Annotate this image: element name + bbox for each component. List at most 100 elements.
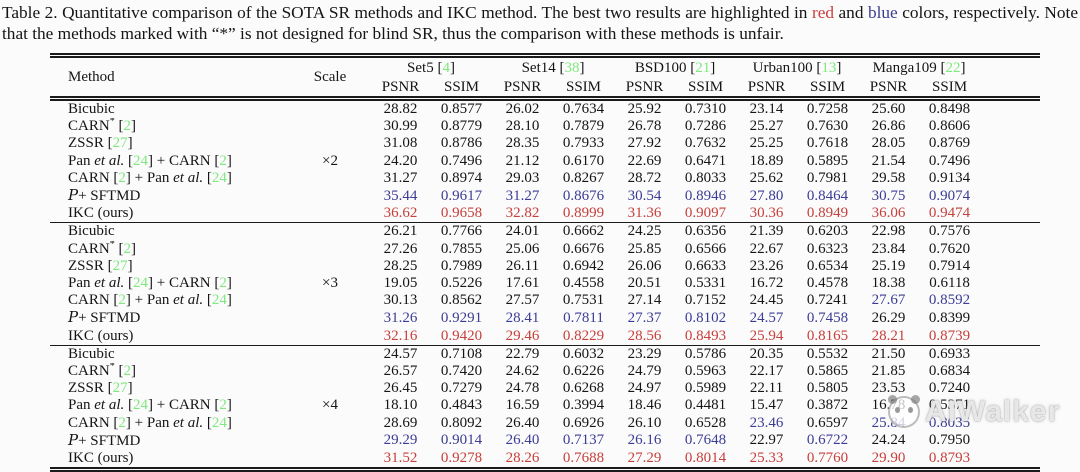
method-name-part: * [109, 363, 115, 373]
row-spacer [980, 223, 1040, 241]
table-row: CARN* [2] 27.26 0.7855 25.06 0.6676 25.85 0.65… [50, 241, 1040, 258]
method-name-part: CARN [ [68, 292, 119, 309]
metric-value: 0.3994 [562, 397, 605, 414]
method-name: CARN* [2] [50, 241, 290, 258]
table-row: P+ SFTMD 29.29 0.9014 26.40 0.7137 26.16 0.764… [50, 432, 1040, 450]
metric-value: 26.45 [383, 380, 418, 397]
method-name: Pan et al. [24] + CARN [2] [50, 275, 290, 292]
scale-label [290, 328, 370, 346]
metric-value: 0.7760 [806, 450, 849, 467]
metric-value: 0.8399 [928, 309, 971, 326]
scale-label [290, 292, 370, 309]
metric-value: 22.97 [749, 432, 784, 449]
metric-value: 0.7152 [684, 292, 727, 309]
metric-value: 0.6676 [562, 240, 605, 257]
metric-value: 18.46 [627, 397, 662, 414]
metric-value: 0.8769 [928, 135, 971, 152]
metric-value: 0.9617 [440, 187, 483, 204]
metric-value: 32.82 [505, 205, 540, 222]
metric-value: 26.10 [627, 414, 662, 431]
metric-value: 28.10 [505, 118, 540, 135]
metric-value: 0.9420 [440, 327, 483, 344]
metric-value: 28.35 [505, 135, 540, 152]
method-name-part: ] [226, 152, 232, 169]
metric-value: 18.38 [871, 275, 906, 292]
method-name-part: ] + CARN [ [148, 275, 220, 292]
scale-label [290, 223, 370, 241]
method-name-part: ZSSR [ [68, 380, 113, 397]
metric-value: 0.6323 [806, 240, 849, 257]
col-header-dataset: Urban100 [13] [752, 60, 842, 76]
method-name: ZSSR [27] [50, 258, 290, 275]
method-name-part: ] + Pan [125, 292, 174, 309]
table-row: P+ SFTMD 31.26 0.9291 28.41 0.7811 27.37 0.810… [50, 309, 1040, 327]
row-spacer [980, 153, 1040, 170]
method-name: Bicubic [50, 99, 290, 119]
col-header-psnr: PSNR [869, 79, 908, 95]
metric-value: 0.8498 [928, 101, 971, 117]
metric-value: 0.7137 [562, 432, 605, 449]
metric-value: 0.7630 [806, 118, 849, 135]
metric-value: 27.57 [505, 292, 540, 309]
col-header-dataset: Set5 [4] [407, 60, 455, 76]
method-name: CARN [2] + Pan et al. [24] [50, 415, 290, 432]
metric-value: 25.60 [871, 101, 906, 117]
table-row: IKC (ours) 36.62 0.9658 32.82 0.8999 31.36 0.9… [50, 205, 1040, 223]
metric-value: 0.4558 [562, 275, 605, 292]
metric-value: 32.16 [383, 327, 418, 344]
metric-value: 26.11 [505, 257, 540, 274]
row-spacer [980, 258, 1040, 275]
metric-value: 0.3872 [806, 397, 849, 414]
row-spacer [980, 187, 1040, 205]
method-name-part: [ [114, 363, 124, 380]
col-header-scale: Scale [313, 68, 347, 85]
method-name-part: Pan [68, 152, 95, 169]
scale-label [290, 135, 370, 152]
method-name-part: [ [114, 118, 124, 135]
table-row: Pan et al. [24] + CARN [2] ×3 19.05 0.5226 1… [50, 275, 1040, 292]
metric-value: 0.7496 [928, 152, 971, 169]
metric-value: 25.84 [871, 414, 906, 431]
metric-value: 25.92 [627, 101, 662, 117]
metric-value: 0.8562 [440, 292, 483, 309]
scale-label: ×3 [322, 275, 338, 292]
citation-number: 2 [118, 414, 126, 431]
row-spacer [980, 380, 1040, 397]
metric-value: 0.8786 [440, 135, 483, 152]
metric-value: 0.5963 [684, 363, 727, 380]
metric-value: 0.8974 [440, 169, 483, 186]
method-name: IKC (ours) [50, 205, 290, 223]
metric-value: 0.7981 [806, 169, 849, 186]
metric-value: 0.6633 [684, 257, 727, 274]
metric-value: 28.41 [505, 309, 540, 326]
metric-value: 29.03 [505, 169, 540, 186]
method-name-part: ] [226, 275, 232, 292]
metric-value: 0.7286 [684, 118, 727, 135]
metric-value: 0.9474 [928, 205, 971, 222]
metric-value: 0.8493 [684, 327, 727, 344]
metric-value: 25.06 [505, 240, 540, 257]
metric-value: 0.8229 [562, 327, 605, 344]
method-name: IKC (ours) [50, 450, 290, 470]
metric-value: 0.8014 [684, 450, 727, 467]
table-row: ZSSR [27] 26.45 0.7279 24.78 0.6268 24.97 0.59… [50, 380, 1040, 397]
metric-value: 0.7458 [806, 309, 849, 326]
metric-value: 28.72 [627, 169, 662, 186]
method-name-part: ] [130, 240, 136, 257]
metric-value: 27.67 [871, 292, 906, 309]
scale-group-x2: Bicubic 28.82 0.8577 26.02 0.7634 25.92 0.7310… [50, 99, 1040, 223]
metric-value: 26.06 [627, 257, 662, 274]
metric-value: 31.27 [505, 187, 540, 204]
metric-value: 0.7108 [440, 345, 483, 362]
metric-value: 0.8779 [440, 118, 483, 135]
method-name-part: ] [226, 397, 232, 414]
metric-value: 0.8606 [928, 118, 971, 135]
metric-value: 0.7688 [562, 450, 605, 467]
metric-value: 29.90 [871, 450, 906, 467]
metric-value: 23.29 [627, 345, 662, 362]
method-name-part: [ [203, 414, 212, 431]
method-name-part: + SFTMD [78, 310, 141, 327]
metric-value: 28.56 [627, 327, 662, 344]
metric-value: 22.69 [627, 152, 662, 169]
metric-value: 0.5805 [806, 380, 849, 397]
